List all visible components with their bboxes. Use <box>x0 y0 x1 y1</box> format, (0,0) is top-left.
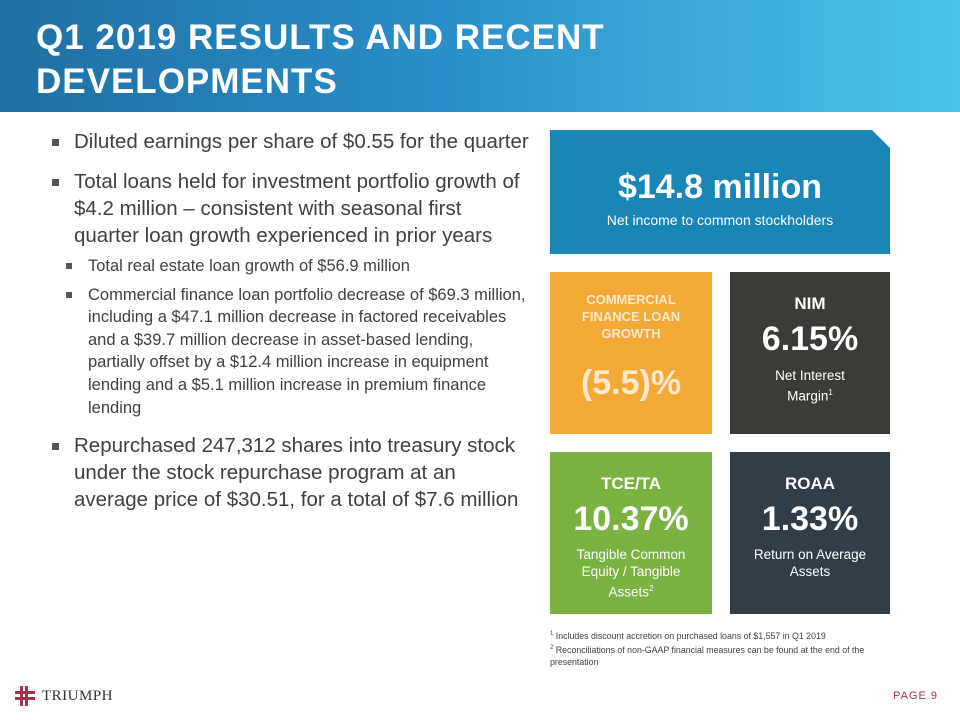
sub-bullet-item: Total real estate loan growth of $56.9 m… <box>52 255 532 278</box>
commercial-finance-value: (5.5)% <box>580 364 682 402</box>
bullet-item: Repurchased 247,312 shares into treasury… <box>52 432 532 513</box>
bullet-square-icon <box>52 139 59 146</box>
tce-ta-tile: TCE/TA 10.37% Tangible Common Equity / T… <box>550 452 712 614</box>
triumph-logo: TRIUMPH <box>14 684 113 708</box>
bullet-text: Total loans held for investment portfoli… <box>74 170 520 247</box>
roaa-desc: Return on Average Assets <box>753 547 867 579</box>
bullet-text: Diluted earnings per share of $0.55 for … <box>74 130 529 153</box>
roaa-tile: ROAA 1.33% Return on Average Assets <box>730 452 890 614</box>
bullet-item: Total loans held for investment portfoli… <box>52 168 532 249</box>
sub-bullet-list: Total real estate loan growth of $56.9 m… <box>52 255 532 419</box>
bullet-text: Repurchased 247,312 shares into treasury… <box>74 434 519 512</box>
roaa-label: ROAA <box>784 474 836 493</box>
net-income-tile: $14.8 million Net income to common stock… <box>550 130 890 254</box>
tce-ta-label: TCE/TA <box>600 474 662 493</box>
bullet-square-icon <box>66 263 72 269</box>
footnote-1: 1 Includes discount accretion on purchas… <box>550 630 826 641</box>
commercial-finance-growth-tile: COMMERCIAL FINANCE LOAN GROWTH (5.5)% <box>550 272 712 434</box>
tce-ta-desc: Tangible Common Equity / Tangible Assets… <box>576 547 686 600</box>
bullet-square-icon <box>52 443 59 451</box>
footnote-2: 2 Reconciliations of non-GAAP financial … <box>550 644 865 667</box>
footnotes: 1 Includes discount accretion on purchas… <box>550 628 895 668</box>
bullet-square-icon <box>52 179 59 186</box>
nim-value: 6.15% <box>761 320 859 358</box>
bullet-square-icon <box>66 291 72 298</box>
nim-desc: Net Interest Margin1 <box>775 368 845 404</box>
page-title: Q1 2019 RESULTS AND RECENT DEVELOPMENTS <box>36 18 605 101</box>
nim-label: NIM <box>794 294 826 313</box>
commercial-finance-label: COMMERCIAL FINANCE LOAN GROWTH <box>581 292 681 341</box>
header-banner: Q1 2019 RESULTS AND RECENT DEVELOPMENTS <box>0 0 960 112</box>
sub-bullet-item: Commercial finance loan portfolio decrea… <box>52 284 532 420</box>
sub-bullet-text: Total real estate loan growth of $56.9 m… <box>88 257 410 275</box>
bullet-item: Diluted earnings per share of $0.55 for … <box>52 128 532 155</box>
page-number: PAGE 9 <box>893 690 938 702</box>
triumph-cross-icon <box>15 686 35 706</box>
net-income-desc: Net income to common stockholders <box>606 212 834 228</box>
sub-bullet-text: Commercial finance loan portfolio decrea… <box>88 285 526 417</box>
tce-ta-value: 10.37% <box>573 500 689 538</box>
roaa-value: 1.33% <box>761 500 859 538</box>
net-income-value: $14.8 million <box>617 168 823 206</box>
logo-wordmark: TRIUMPH <box>42 687 114 704</box>
nim-tile: NIM 6.15% Net Interest Margin1 <box>730 272 890 434</box>
bullet-list: Diluted earnings per share of $0.55 for … <box>52 128 532 526</box>
